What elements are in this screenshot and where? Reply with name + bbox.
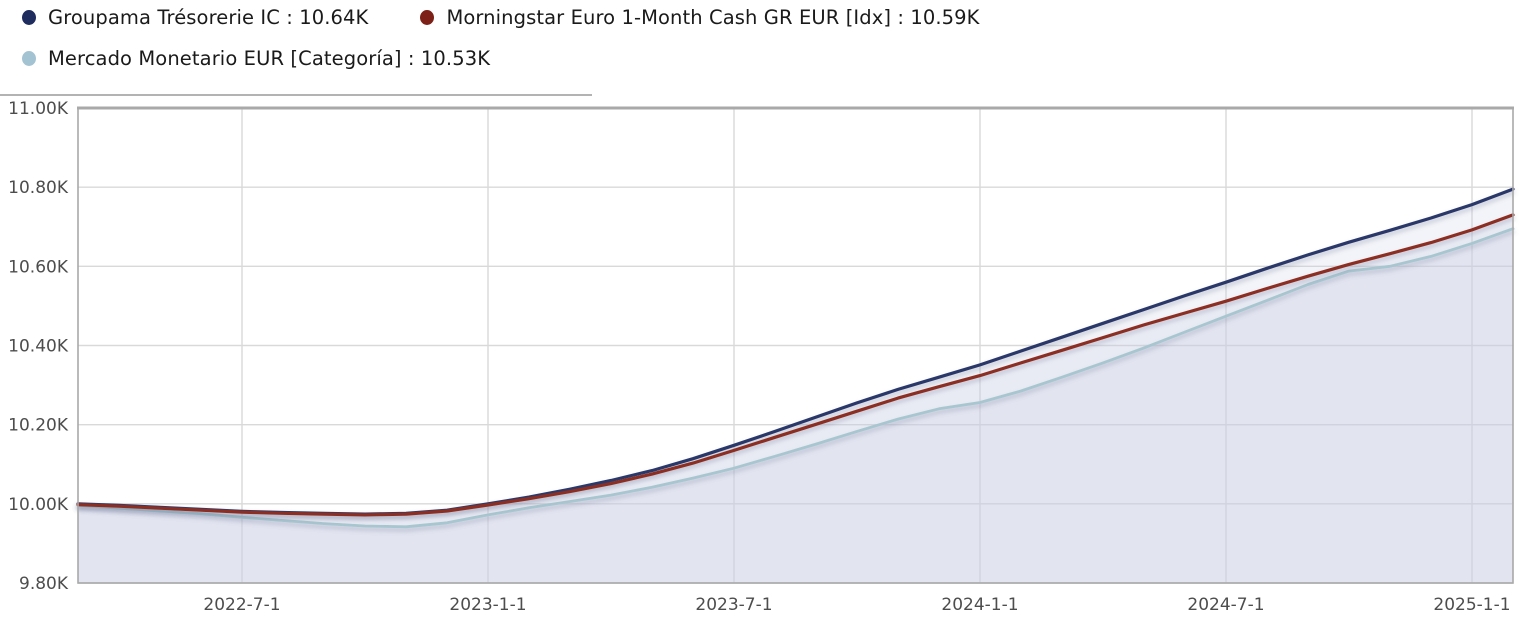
x-tick-label: 2025-1-1	[1433, 595, 1510, 615]
y-tick-label: 9.80K	[19, 574, 69, 594]
legend-item-categoria[interactable]: Mercado Monetario EUR [Categoría] : 10.5…	[22, 47, 490, 70]
legend-item-morningstar[interactable]: Morningstar Euro 1-Month Cash GR EUR [Id…	[420, 6, 979, 29]
morningstar-series-dot-icon	[420, 10, 435, 25]
area-fill-morningstar	[78, 214, 1513, 583]
legend-divider	[0, 94, 592, 96]
series-line-morningstar[interactable]	[76, 213, 1515, 517]
y-tick-label: 11.00K	[8, 99, 69, 119]
legend-label-categoria: Mercado Monetario EUR [Categoría] : 10.5…	[48, 47, 491, 70]
legend-label-groupama: Groupama Trésorerie IC : 10.64K	[48, 6, 369, 29]
groupama-series-dot-icon	[22, 10, 36, 25]
y-tick-label: 10.60K	[8, 257, 69, 277]
x-tick-label: 2022-7-1	[203, 595, 280, 615]
y-tick-label: 10.00K	[8, 495, 69, 515]
categoria-series-dot-icon	[22, 51, 36, 66]
x-tick-label: 2023-1-1	[449, 595, 526, 615]
y-tick-label: 10.80K	[8, 178, 69, 198]
series-line-categoria[interactable]	[76, 227, 1515, 529]
area-fill-groupama	[78, 189, 1513, 583]
legend-label-morningstar: Morningstar Euro 1-Month Cash GR EUR [Id…	[446, 6, 980, 29]
legend-row-2: Mercado Monetario EUR [Categoría] : 10.5…	[22, 47, 980, 70]
area-fill-categoria	[78, 228, 1513, 583]
legend: Groupama Trésorerie IC : 10.64K Mornings…	[22, 6, 980, 70]
x-tick-label: 2024-1-1	[941, 595, 1018, 615]
y-tick-label: 10.40K	[8, 337, 69, 357]
legend-item-groupama[interactable]: Groupama Trésorerie IC : 10.64K	[22, 6, 368, 29]
x-tick-label: 2024-7-1	[1187, 595, 1264, 615]
y-tick-label: 10.20K	[8, 416, 69, 436]
x-tick-label: 2023-7-1	[695, 595, 772, 615]
legend-row-1: Groupama Trésorerie IC : 10.64K Mornings…	[22, 6, 980, 29]
